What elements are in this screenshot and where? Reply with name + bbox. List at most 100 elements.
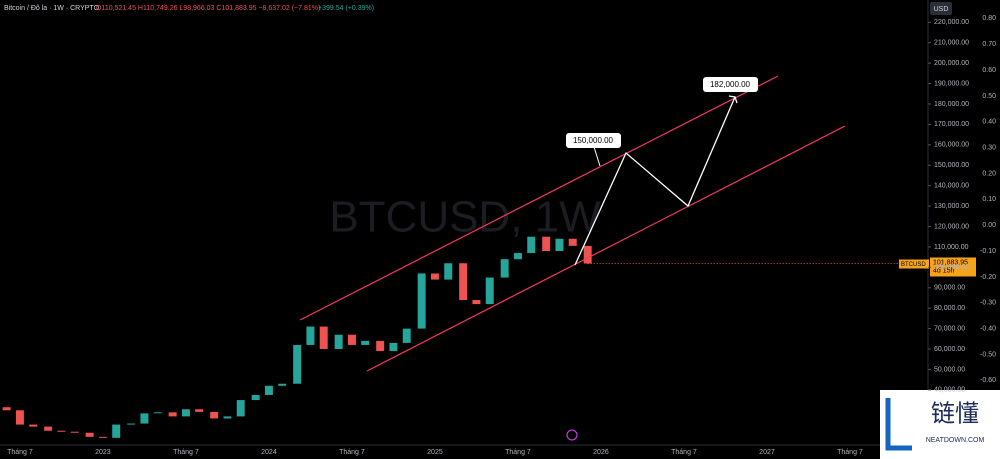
candle-body xyxy=(293,344,302,384)
change: +399.54 (+0.39%) xyxy=(318,5,374,12)
y-tick-label: 70,000.00 xyxy=(934,325,965,332)
price-tag-countdown: 4d 15h xyxy=(933,267,955,274)
candle-body xyxy=(319,326,328,350)
y-tick-label: 140,000.00 xyxy=(934,183,969,190)
symbol: Bitcoin / Đô la · 1W · CRYPTO xyxy=(4,5,100,12)
candle-body xyxy=(334,334,343,350)
candle-body xyxy=(542,236,551,252)
x-tick-label: Tháng 7 xyxy=(173,449,199,456)
annotation: 182,000.00 xyxy=(710,80,751,89)
projection-path xyxy=(574,96,736,266)
y-tick-label: 200,000.00 xyxy=(934,60,969,67)
y2-tick-label: 0.40 xyxy=(982,119,996,126)
candle-body xyxy=(168,412,177,417)
candle-body xyxy=(361,340,370,345)
x-tick-label: 2027 xyxy=(759,449,775,456)
currency[interactable]: USD xyxy=(934,6,949,13)
arrow-head xyxy=(728,95,738,104)
candle-body xyxy=(264,385,273,395)
candle-body xyxy=(278,383,287,386)
logo-name: 链懂 xyxy=(931,400,979,427)
candle-body xyxy=(2,407,11,411)
annotation: 150,000.00 xyxy=(573,136,614,145)
y2-tick-label: 0.10 xyxy=(982,196,996,203)
candle-body xyxy=(430,273,439,280)
candle-body xyxy=(70,431,79,433)
y-tick-label: 60,000.00 xyxy=(934,346,965,353)
y-tick-label: 190,000.00 xyxy=(934,80,969,87)
candle-body xyxy=(389,342,398,352)
candle-body xyxy=(513,253,522,260)
candle-body xyxy=(555,238,564,252)
candle-body xyxy=(15,410,24,425)
y-tick-label: 50,000.00 xyxy=(934,366,965,373)
price-tag xyxy=(899,259,929,269)
channel-lower xyxy=(366,125,846,372)
candle-body xyxy=(140,413,149,424)
candle-body xyxy=(223,416,232,419)
annotation-box xyxy=(703,77,758,92)
candle-body xyxy=(112,424,121,438)
candle-body xyxy=(153,412,162,414)
candle-body xyxy=(472,300,481,305)
y-tick-label: 110,000.00 xyxy=(934,244,969,251)
currency-box[interactable] xyxy=(930,2,952,15)
candle-body xyxy=(210,411,219,419)
callout xyxy=(593,146,601,167)
y-tick-label: 130,000.00 xyxy=(934,203,969,210)
y-tick-label: 210,000.00 xyxy=(934,40,969,47)
y-tick-label: 180,000.00 xyxy=(934,101,969,108)
y2-tick-label: 0.80 xyxy=(982,15,996,22)
x-tick-label: 2025 xyxy=(427,449,443,456)
y2-tick-label: -0.40 xyxy=(980,325,996,332)
y-tick-label: 160,000.00 xyxy=(934,142,969,149)
candle-body xyxy=(195,409,204,412)
candle-body xyxy=(236,400,245,417)
y2-tick-label: 0.30 xyxy=(982,144,996,151)
x-tick-label: Tháng 7 xyxy=(671,449,697,456)
y-tick-label: 80,000.00 xyxy=(934,305,965,312)
candle-body xyxy=(29,424,38,427)
candle-body xyxy=(251,394,260,401)
event-icon[interactable] xyxy=(566,429,578,441)
y-tick-label: 220,000.00 xyxy=(934,19,969,26)
y-tick-label: 40,000.00 xyxy=(934,387,965,394)
price-tag-price: 101,883.95 xyxy=(933,259,968,266)
y2-tick-label: -0.60 xyxy=(980,377,996,384)
y-tick-label: 150,000.00 xyxy=(934,162,969,169)
channel-upper xyxy=(299,75,779,321)
candle-body xyxy=(57,430,66,432)
candle-body xyxy=(583,245,592,264)
y-tick-label: 100,000.00 xyxy=(934,264,969,271)
y-tick-label: 170,000.00 xyxy=(934,121,969,128)
y2-tick-label: -0.10 xyxy=(980,248,996,255)
candle-body xyxy=(444,263,453,280)
y2-tick-label: 0.60 xyxy=(982,67,996,74)
candle-body xyxy=(485,277,494,305)
candle-body xyxy=(376,340,385,352)
candle-body xyxy=(127,423,136,425)
x-tick-label: 2026 xyxy=(593,449,609,456)
y2-tick-label: -0.50 xyxy=(980,351,996,358)
price-tag-symbol: BTCUSD xyxy=(901,262,926,268)
candle-body xyxy=(417,273,426,329)
candle-body xyxy=(500,259,509,278)
y2-tick-label: 0.70 xyxy=(982,41,996,48)
y2-tick-label: -0.20 xyxy=(980,274,996,281)
candle-body xyxy=(44,426,53,431)
y2-tick-label: 0.20 xyxy=(982,170,996,177)
candle-body xyxy=(85,432,94,437)
watermark: BTCUSD, 1W xyxy=(329,193,601,242)
candle-body xyxy=(527,236,536,254)
ohlc: O110,521.45 H110,749.26 L98,966.03 C101,… xyxy=(96,5,320,12)
logo-site: NEATDOWN.COM xyxy=(926,437,985,444)
x-tick-label: Tháng 7 xyxy=(339,449,365,456)
x-tick-label: Tháng 7 xyxy=(7,449,33,456)
candle-body xyxy=(181,409,190,417)
x-tick-label: Tháng 7 xyxy=(837,449,863,456)
x-tick-label: 2023 xyxy=(95,449,111,456)
candle-body xyxy=(98,436,107,438)
price-tag xyxy=(930,257,976,277)
y-tick-label: 120,000.00 xyxy=(934,223,969,230)
